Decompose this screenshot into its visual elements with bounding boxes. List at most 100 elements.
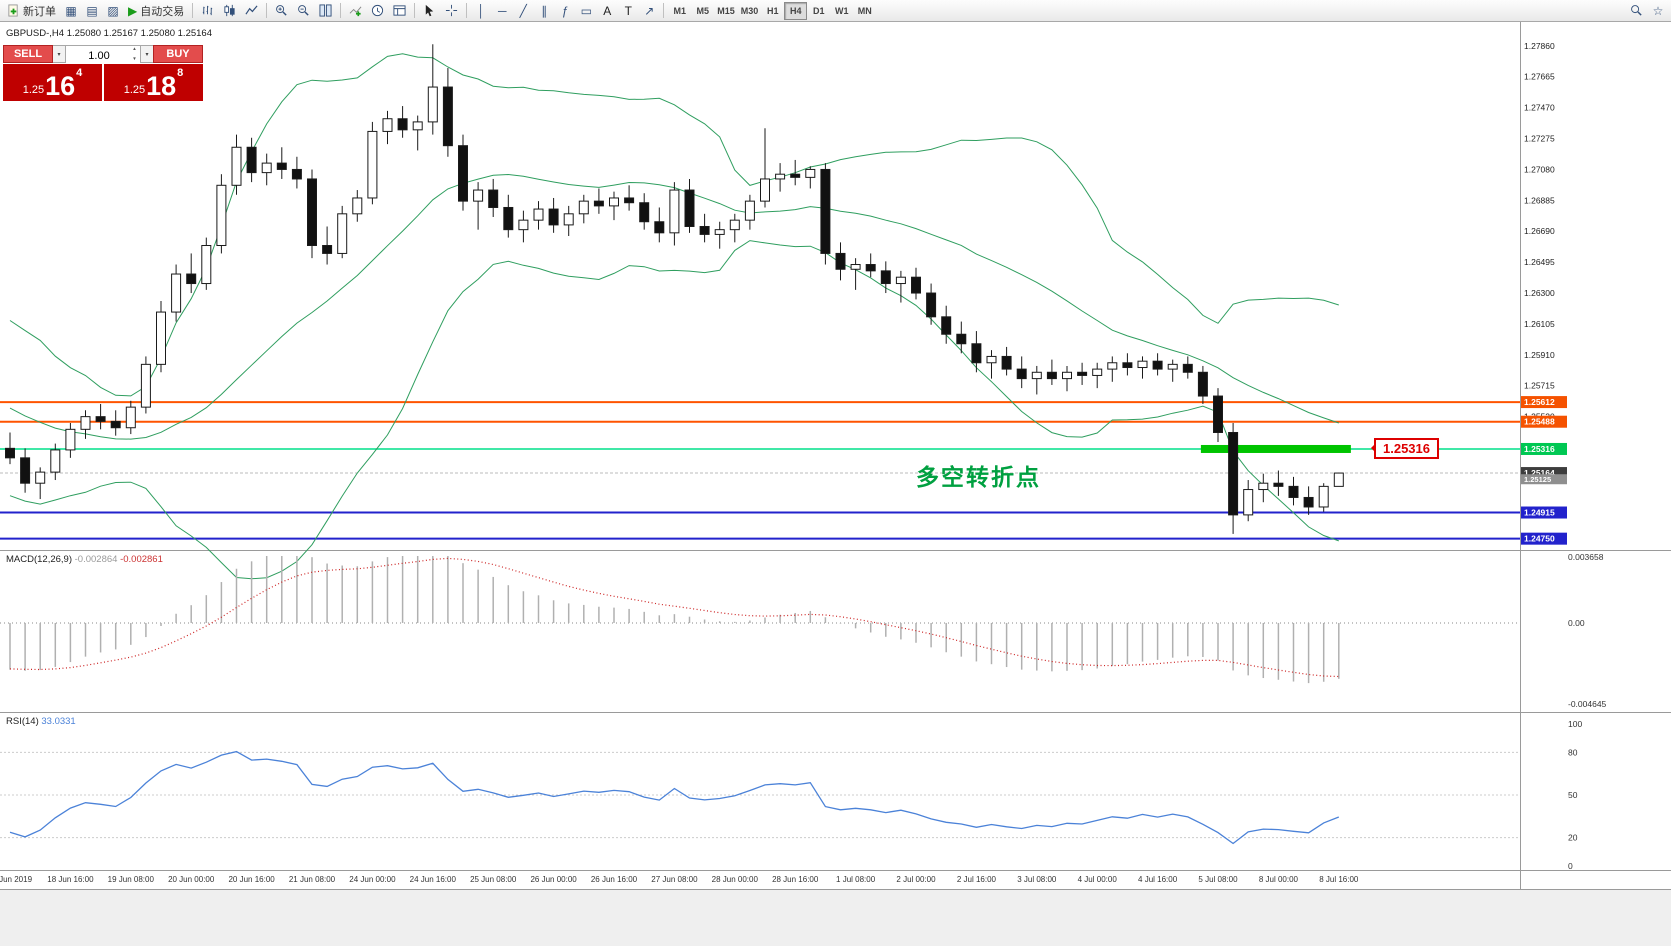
rsi-indicator-label: RSI(14) 33.0331: [6, 716, 76, 727]
arrows-tool[interactable]: ↗: [639, 1, 659, 20]
svg-text:-0.004645: -0.004645: [1568, 699, 1607, 709]
search-button[interactable]: [1626, 1, 1647, 20]
line-chart-button[interactable]: [241, 1, 262, 20]
timeframe-m15[interactable]: M15: [714, 2, 738, 20]
svg-text:1.26105: 1.26105: [1524, 319, 1555, 329]
timeframe-h1[interactable]: H1: [761, 2, 784, 20]
svg-text:4 Jul 16:00: 4 Jul 16:00: [1138, 875, 1178, 884]
timeframe-m1[interactable]: M1: [668, 2, 691, 20]
terminal-button[interactable]: ▨: [103, 1, 123, 20]
toolbar-separator: [466, 3, 468, 18]
one-click-trading-panel: SELL ▾ ▲ ▼ ▾ BUY 1.25 16 4 1.25 18 8: [3, 45, 203, 101]
periods-button[interactable]: [367, 1, 388, 20]
buy-price-sup: 8: [177, 67, 184, 79]
svg-text:4 Jul 00:00: 4 Jul 00:00: [1078, 875, 1118, 884]
toolbar-separator: [340, 3, 342, 18]
bar-chart-button[interactable]: [197, 1, 218, 20]
periods-clock-icon: [372, 4, 384, 17]
spin-down-icon[interactable]: ▼: [132, 55, 137, 61]
macd-indicator-label: MACD(12,26,9) -0.002864 -0.002861: [6, 554, 163, 565]
timeframe-mn[interactable]: MN: [853, 2, 876, 20]
buy-price-prefix: 1.25: [123, 84, 146, 96]
zoom-in-icon: [276, 5, 287, 16]
time-axis: 18 Jun 2019 18 Jun 16:00 19 Jun 08:00 20 Ju…: [0, 875, 1359, 884]
rsi-value: 33.0331: [41, 716, 76, 727]
favorites-button[interactable]: ☆: [1648, 1, 1668, 20]
svg-text:1.26300: 1.26300: [1524, 288, 1555, 298]
spin-up-icon[interactable]: ▲: [132, 46, 137, 51]
candlestick-chart-icon: [224, 4, 235, 17]
tile-windows-icon: [319, 4, 332, 17]
volume-spinner[interactable]: ▲ ▼: [130, 46, 139, 61]
horizontal-line-tool[interactable]: ─: [492, 1, 512, 20]
cursor-button[interactable]: [419, 1, 440, 20]
new-order-icon: [8, 4, 18, 17]
vertical-line-tool[interactable]: │: [471, 1, 491, 20]
timeframe-d1[interactable]: D1: [807, 2, 830, 20]
arrows-tool-icon: ↗: [644, 3, 655, 18]
sell-dropdown-caret-icon[interactable]: ▾: [53, 45, 65, 63]
svg-text:28 Jun 00:00: 28 Jun 00:00: [712, 875, 759, 884]
buy-price-big: 18: [146, 71, 177, 102]
timeframe-group: M1 M5 M15 M30 H1 H4 D1 W1 MN: [668, 1, 876, 20]
crosshair-icon: [446, 4, 458, 17]
timeframe-m5[interactable]: M5: [691, 2, 714, 20]
toolbar-separator: [414, 3, 416, 18]
macd-panel: 0.003658 0.00 -0.004645: [0, 552, 1607, 709]
sell-button[interactable]: SELL: [3, 45, 53, 63]
tile-windows-button[interactable]: [315, 1, 336, 20]
shapes-tool[interactable]: ▭: [576, 1, 596, 20]
sell-price-big: 16: [45, 71, 76, 102]
templates-button[interactable]: [389, 1, 410, 20]
rsi-panel: 100 80 50 20 0: [0, 719, 1582, 871]
timeframe-h4[interactable]: H4: [784, 1, 808, 20]
market-watch-icon: ▦: [65, 3, 77, 18]
horizontal-line-objects[interactable]: [0, 401, 1520, 540]
price-callout[interactable]: 1.25316: [1371, 437, 1439, 459]
market-watch-button[interactable]: ▦: [61, 1, 81, 20]
timeframe-m30[interactable]: M30: [738, 2, 762, 20]
volume-input[interactable]: [66, 48, 140, 64]
cursor-icon: [426, 4, 434, 17]
fibonacci-tool[interactable]: ƒ: [555, 1, 575, 20]
svg-text:20 Jun 00:00: 20 Jun 00:00: [168, 875, 215, 884]
svg-text:26 Jun 16:00: 26 Jun 16:00: [591, 875, 638, 884]
add-indicator-button[interactable]: [345, 1, 366, 20]
turning-point-annotation: 多空转折点: [916, 465, 1041, 491]
text-tool-icon: A: [603, 3, 612, 18]
svg-text:25 Jun 08:00: 25 Jun 08:00: [470, 875, 517, 884]
navigator-button[interactable]: ▤: [82, 1, 102, 20]
svg-text:5 Jul 08:00: 5 Jul 08:00: [1198, 875, 1238, 884]
autotrading-button[interactable]: ▶ 自动交易: [124, 1, 188, 20]
buy-button[interactable]: BUY: [153, 45, 203, 63]
svg-text:18 Jun 16:00: 18 Jun 16:00: [47, 875, 94, 884]
zoom-out-button[interactable]: [293, 1, 314, 20]
new-order-button[interactable]: 新订单: [3, 1, 60, 20]
channel-tool[interactable]: ∥: [534, 1, 554, 20]
svg-text:50: 50: [1568, 790, 1578, 800]
macd-main-value: -0.002864: [74, 554, 118, 565]
main-toolbar: 新订单 ▦ ▤ ▨ ▶ 自动交易: [0, 0, 1671, 22]
sell-price-display[interactable]: 1.25 16 4: [3, 64, 102, 101]
volume-field-wrap: ▲ ▼: [65, 45, 141, 64]
candlestick-chart-button[interactable]: [219, 1, 240, 20]
crosshair-button[interactable]: [441, 1, 462, 20]
text-tool[interactable]: A: [597, 1, 617, 20]
sell-price-sup: 4: [76, 67, 83, 79]
buy-price-display[interactable]: 1.25 18 8: [104, 64, 203, 101]
svg-text:1.25125: 1.25125: [1524, 475, 1551, 484]
trendline-icon: ╱: [519, 3, 527, 18]
trendline-tool[interactable]: ╱: [513, 1, 533, 20]
svg-text:18 Jun 2019: 18 Jun 2019: [0, 875, 33, 884]
zoom-in-button[interactable]: [271, 1, 292, 20]
highlight-bar[interactable]: [1200, 444, 1351, 453]
label-tool[interactable]: T: [618, 1, 638, 20]
buy-dropdown-caret-icon[interactable]: ▾: [141, 45, 153, 63]
svg-text:1.24915: 1.24915: [1524, 508, 1555, 518]
shapes-icon: ▭: [580, 3, 592, 18]
timeframe-w1[interactable]: W1: [830, 2, 853, 20]
zoom-out-icon: [298, 5, 309, 16]
